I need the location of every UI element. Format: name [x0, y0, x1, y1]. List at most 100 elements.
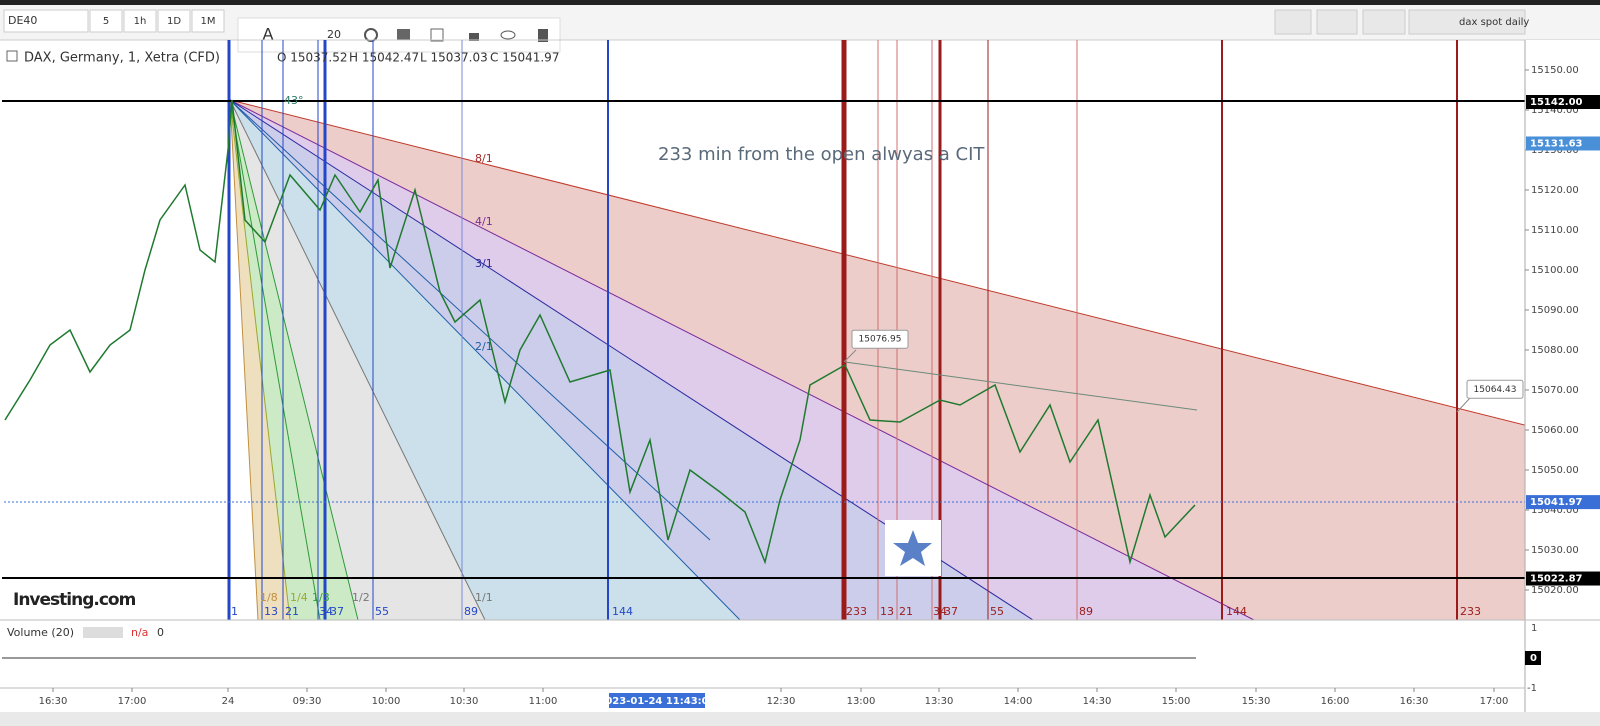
volume-value: 0 [157, 626, 164, 639]
price-tick-label: 15060.00 [1531, 425, 1579, 436]
top-edge [0, 0, 1600, 5]
settings-icon[interactable] [364, 28, 378, 42]
brand-logo: Investing.com [13, 590, 136, 610]
fan-label: 1/8 [260, 591, 278, 604]
price-marker-label: 15131.63 [1530, 138, 1583, 149]
fan-line [229, 99, 259, 620]
eye-icon[interactable] [500, 30, 516, 40]
price-tick-label: 15120.00 [1531, 185, 1579, 196]
camera-button[interactable] [1274, 9, 1312, 35]
interval-button[interactable] [191, 9, 225, 33]
fib-label-blue: 13 [264, 605, 278, 618]
time-tick-label: 16:00 [1321, 696, 1350, 707]
trend-line [844, 361, 1198, 411]
fan-label: 2/1 [475, 340, 493, 353]
price-tick-label: 15080.00 [1531, 345, 1579, 356]
price-marker [1526, 95, 1600, 109]
time-cursor: 2023-01-24 11:43:00 [598, 696, 715, 707]
layout-name: dax spot daily [1459, 17, 1529, 28]
volume-status: n/a [131, 626, 148, 639]
price-marker-label: 15022.87 [1530, 574, 1583, 585]
time-tick-label: 15:30 [1242, 696, 1271, 707]
time-tick-label: 11:00 [529, 696, 558, 707]
clone-icon[interactable] [430, 28, 444, 42]
price-tick-label: 15050.00 [1531, 465, 1579, 476]
legend-close: C 15041.97 [490, 51, 559, 65]
time-cursor-box [609, 693, 705, 708]
price-callout [1466, 379, 1524, 399]
interval-button[interactable] [123, 9, 157, 33]
fib-label-blue: 55 [375, 605, 389, 618]
price-axis [1525, 40, 1600, 620]
fan-label: 1/4 [290, 591, 308, 604]
fan-label: 43° [284, 94, 304, 107]
time-tick-label: 15:00 [1162, 696, 1191, 707]
time-axis-labels: 16:30 17:00 24 09:30 10:00 10:30 11:00 12:30 13:… [39, 688, 1508, 707]
legend-title: DAX, Germany, 1, Xetra (CFD) [24, 51, 220, 66]
delete-icon[interactable] [538, 29, 548, 42]
fan-label: 3/1 [475, 257, 493, 270]
volume-title: Volume (20) [7, 626, 74, 639]
price-tick-label: 15070.00 [1531, 385, 1579, 396]
price-tick-label: 15040.00 [1531, 505, 1579, 516]
fan-line [229, 99, 1525, 426]
volume-axis-label: 0 [1530, 653, 1537, 664]
price-tick-label: 15030.00 [1531, 545, 1579, 556]
fib-label-red: 55 [990, 605, 1004, 618]
time-tick-label: 12:30 [767, 696, 796, 707]
interval-label: 1D [167, 16, 181, 27]
fan-line [229, 99, 741, 620]
fan-line [229, 99, 486, 620]
time-tick-label: 16:30 [39, 696, 68, 707]
time-tick-label: 16:30 [1400, 696, 1429, 707]
price-tick-label: 15100.00 [1531, 265, 1579, 276]
time-tick-label: 13:30 [925, 696, 954, 707]
chart-drawings [2, 40, 1525, 620]
legend-low: L 15037.03 [420, 51, 488, 65]
fan-line [229, 99, 291, 620]
price-marker [1526, 571, 1600, 586]
fan-label: 1/1 [475, 591, 493, 604]
volume-axis-label: -1 [1527, 683, 1537, 694]
price-axis-labels: 15150.00 15140.00 15130.00 15120.00 15110.00… [1525, 65, 1600, 596]
legend-high: H 15042.47 [349, 51, 419, 65]
lock-icon[interactable] [469, 33, 479, 41]
time-tick-label: 09:30 [293, 696, 322, 707]
price-tick-label: 15090.00 [1531, 305, 1579, 316]
price-tick-label: 15130.00 [1531, 145, 1579, 156]
fib-label-red: 144 [1226, 605, 1247, 618]
time-tick-label: 14:00 [1004, 696, 1033, 707]
cloud-save[interactable] [1408, 9, 1526, 35]
time-tick-label: 24 [222, 696, 235, 707]
style-button[interactable] [1316, 9, 1358, 35]
interval-label: 1h [134, 16, 147, 27]
price-marker [1526, 495, 1600, 510]
fan-label: 4/1 [475, 215, 493, 228]
callout-pointer [843, 349, 857, 363]
layers-icon[interactable] [397, 29, 410, 40]
line-width[interactable]: 20 [327, 28, 341, 41]
cloud-load[interactable] [1362, 9, 1406, 35]
symbol-box[interactable] [3, 9, 89, 33]
fan-line [229, 99, 359, 620]
bottom-bar [0, 712, 1600, 726]
fib-label-blue: 34 [319, 605, 333, 618]
volume-icons[interactable] [83, 627, 123, 638]
fib-label-red: 233 [846, 605, 867, 618]
interval-button[interactable] [89, 9, 123, 33]
time-tick-label: 14:30 [1083, 696, 1112, 707]
callout-pointer [1456, 397, 1471, 413]
fib-label-red: 13 [880, 605, 894, 618]
fib-label-red: 21 [899, 605, 913, 618]
price-marker [1526, 136, 1600, 151]
fib-label-red: 34 [933, 605, 947, 618]
interval-button[interactable] [157, 9, 191, 33]
fan-line [229, 99, 321, 620]
text-tool[interactable]: A [263, 25, 274, 44]
fan-line [229, 99, 711, 541]
volume-marker [1525, 651, 1541, 665]
interval-label: 5 [103, 16, 109, 27]
collapse-icon[interactable] [6, 50, 18, 62]
